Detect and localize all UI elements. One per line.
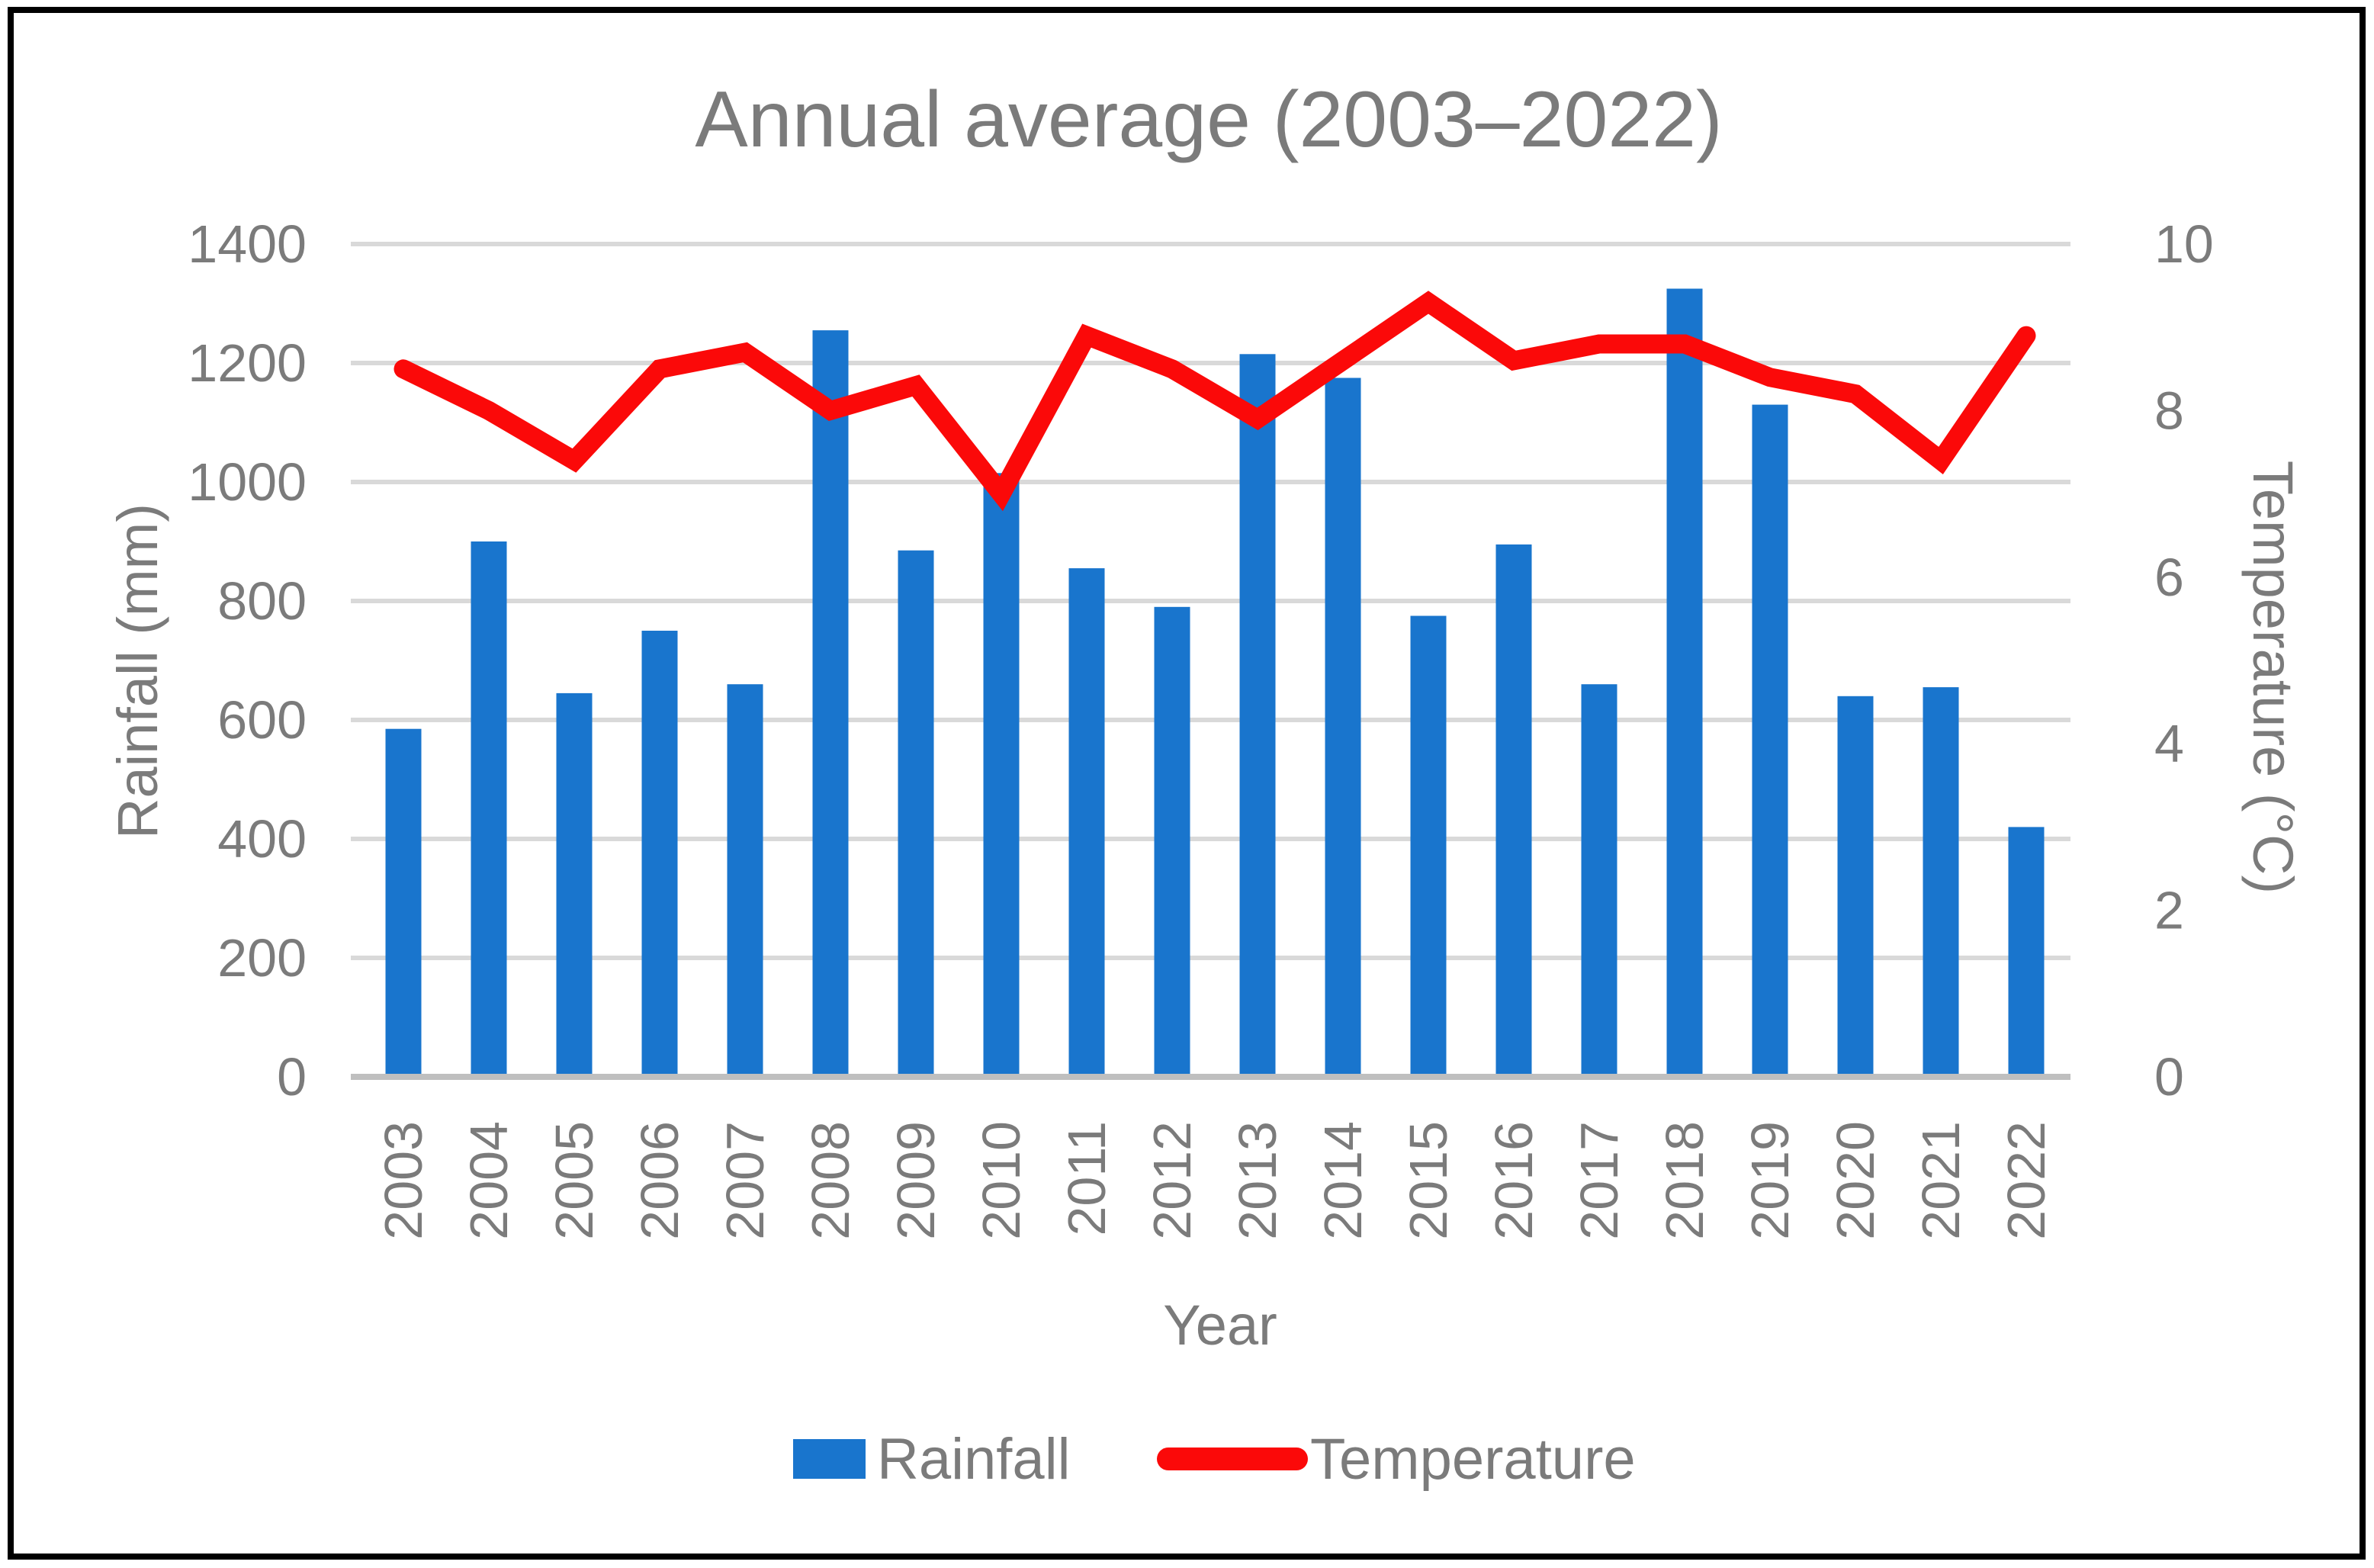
y-axis-tick-label: 400 <box>217 809 307 869</box>
y2-axis-title: Temperature (°C) <box>2241 461 2305 894</box>
x-axis-tick-label: 2003 <box>374 1121 433 1240</box>
y2-axis-tick-label: 0 <box>2154 1047 2184 1107</box>
legend: Rainfall Temperature <box>793 1427 1636 1492</box>
x-axis-tick-label: 2014 <box>1313 1121 1373 1240</box>
x-axis-tick-label: 2017 <box>1569 1121 1629 1240</box>
y2-axis-tick-labels: 0 2 4 6 8 10 <box>2154 214 2214 1107</box>
x-axis-title: Year <box>1163 1293 1277 1357</box>
y2-axis-tick-label: 2 <box>2154 881 2184 940</box>
rainfall-bar <box>1495 544 1532 1077</box>
x-axis-tick-label: 2010 <box>972 1121 1031 1240</box>
x-axis-tick-label: 2009 <box>886 1121 946 1240</box>
x-axis-tick-label: 2013 <box>1228 1121 1287 1240</box>
y-axis-tick-label: 200 <box>217 928 307 988</box>
x-axis-tick-label: 2022 <box>1997 1121 2056 1240</box>
rainfall-bar <box>727 684 763 1077</box>
x-axis-tick-label: 2019 <box>1740 1121 1800 1240</box>
rainfall-bars <box>385 288 2045 1078</box>
y-axis-title: Rainfall (mm) <box>106 503 169 839</box>
y-axis-tick-label: 1000 <box>188 452 307 512</box>
x-axis-tick-label: 2006 <box>630 1121 689 1240</box>
rainfall-bar <box>1325 378 1361 1077</box>
legend-rainfall-label: Rainfall <box>877 1427 1070 1492</box>
y2-axis-tick-label: 6 <box>2154 548 2184 607</box>
rainfall-bar <box>1239 354 1276 1077</box>
x-axis-tick-label: 2018 <box>1655 1121 1714 1240</box>
y2-axis-tick-label: 8 <box>2154 381 2184 440</box>
rainfall-bar <box>641 631 678 1077</box>
chart-title: Annual average (2003–2022) <box>695 76 1722 164</box>
x-axis-tick-label: 2020 <box>1826 1121 1885 1240</box>
rainfall-bar <box>1581 684 1617 1077</box>
rainfall-bar <box>983 473 1020 1077</box>
x-axis-tick-label: 2012 <box>1142 1121 1202 1240</box>
x-axis-tick-label: 2011 <box>1057 1121 1116 1236</box>
y-axis-tick-labels: 0 200 400 600 800 1000 1200 1400 <box>188 214 307 1107</box>
rainfall-bar <box>471 541 507 1077</box>
x-axis-tick-label: 2005 <box>545 1121 604 1240</box>
rainfall-bar <box>1923 687 1959 1077</box>
x-axis-tick-label: 2008 <box>801 1121 860 1240</box>
y-axis-tick-label: 0 <box>277 1047 307 1107</box>
rainfall-bar <box>812 330 849 1078</box>
y2-axis-tick-label: 10 <box>2154 214 2214 274</box>
y-axis-tick-label: 1400 <box>188 214 307 274</box>
temperature-line <box>394 291 2036 512</box>
rainfall-bar <box>1666 288 1703 1077</box>
rainfall-bar <box>385 728 422 1077</box>
gridlines <box>351 242 2070 960</box>
x-axis-tick-label: 2016 <box>1484 1121 1544 1240</box>
rainfall-bar <box>1068 568 1105 1077</box>
y-axis-tick-label: 800 <box>217 571 307 631</box>
x-axis-tick-label: 2007 <box>715 1121 775 1240</box>
x-axis-tick-label: 2015 <box>1399 1121 1458 1240</box>
legend-rainfall-swatch <box>793 1439 866 1479</box>
rainfall-bar <box>1752 404 1788 1077</box>
x-axis-tick-label: 2004 <box>459 1121 519 1240</box>
y-axis-tick-label: 1200 <box>188 333 307 393</box>
rainfall-bar <box>1154 606 1190 1077</box>
x-axis-tick-label: 2021 <box>1911 1121 1971 1240</box>
rainfall-bar <box>556 692 593 1077</box>
rainfall-bar <box>1837 696 1874 1077</box>
rainfall-bar <box>2008 827 2045 1077</box>
y2-axis-tick-label: 4 <box>2154 714 2184 773</box>
legend-temperature-label: Temperature <box>1310 1427 1636 1492</box>
y-axis-tick-label: 600 <box>217 690 307 750</box>
chart-border <box>8 7 2366 1560</box>
rainfall-bar <box>1410 615 1447 1077</box>
rainfall-bar <box>898 550 934 1077</box>
x-axis-tick-labels: 2003 2004 2005 2006 2007 2008 2009 2010 2011 2012… <box>374 1121 2056 1240</box>
